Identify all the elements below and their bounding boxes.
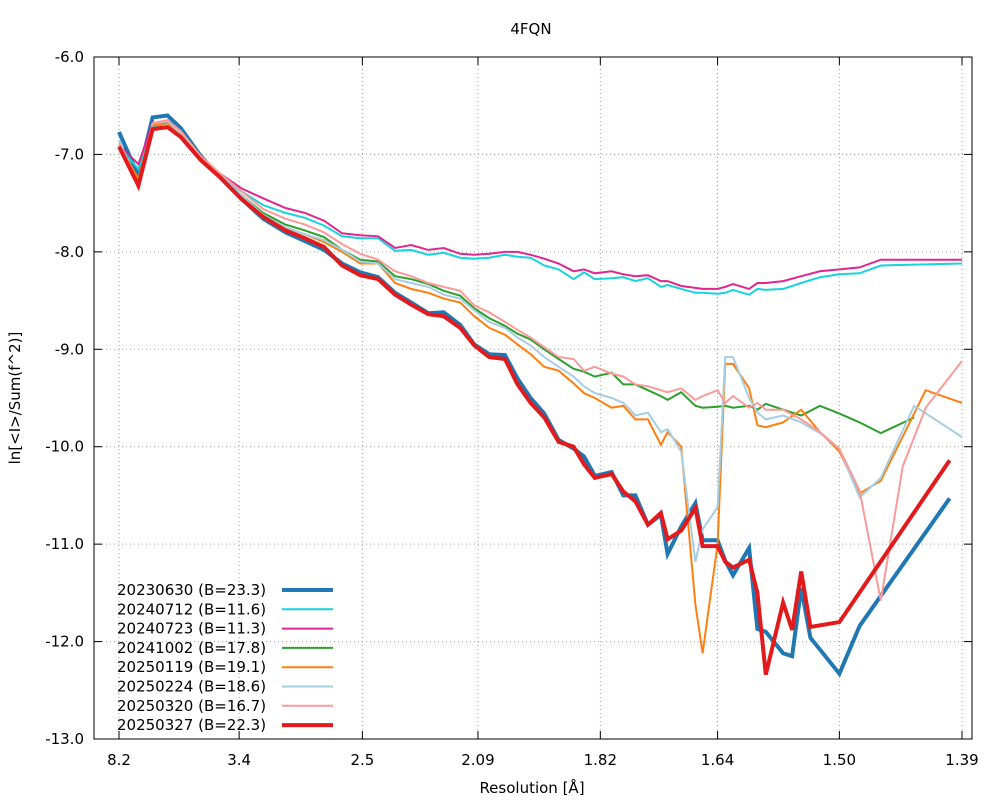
x-axis-label: Resolution [Å] bbox=[479, 778, 584, 797]
x-tick-label: 1.82 bbox=[584, 751, 617, 769]
y-tick-label: -9.0 bbox=[55, 340, 84, 358]
x-tick-label: 1.50 bbox=[823, 751, 856, 769]
legend-entry-label: 20250320 (B=16.7) bbox=[117, 697, 266, 715]
y-tick-label: -10.0 bbox=[45, 438, 84, 456]
y-tick-label: -8.0 bbox=[55, 243, 84, 261]
legend: 20230630 (B=23.3)20240712 (B=11.6) 202407… bbox=[117, 581, 333, 734]
series-line-20240712 bbox=[118, 122, 963, 296]
legend-entry-label: 20250224 (B=18.6) bbox=[117, 678, 266, 696]
x-tick-label: 2.09 bbox=[461, 751, 494, 769]
chart-title: 4FQN bbox=[510, 20, 551, 38]
x-tick-label: 1.39 bbox=[945, 751, 978, 769]
legend-entry-label: 20241002 (B=17.8) bbox=[117, 639, 266, 657]
series-line-20250320 bbox=[118, 119, 963, 601]
legend-entry-label: 20240712 (B=11.6) bbox=[117, 600, 266, 618]
legend-entry-label: 20240723 (B=11.3) bbox=[117, 620, 266, 638]
legend-entry-label: 20250327 (B=22.3) bbox=[117, 716, 266, 734]
series-layer bbox=[117, 113, 963, 678]
x-tick-label: 2.5 bbox=[350, 751, 374, 769]
y-tick-label: -11.0 bbox=[45, 535, 84, 553]
y-tick-label: -13.0 bbox=[45, 730, 84, 748]
series-line-20240723 bbox=[118, 119, 962, 290]
plot-frame bbox=[93, 56, 973, 740]
y-tick-label: -7.0 bbox=[55, 145, 84, 163]
x-tick-label: 3.4 bbox=[227, 751, 251, 769]
y-tick-label: -12.0 bbox=[45, 633, 84, 651]
legend-entry-label: 20250119 (B=19.1) bbox=[117, 658, 266, 676]
tick-layer: -6.0 -7.0 -8.0 -9.0 -10.0 -11.0 -12.0 -13.0 8.2 3… bbox=[45, 48, 979, 769]
series-line-20250327 bbox=[117, 125, 952, 676]
series-line-20250224 bbox=[118, 120, 963, 562]
grid-layer bbox=[94, 57, 972, 739]
x-tick-label: 1.64 bbox=[701, 751, 734, 769]
legend-entry-label: 20230630 (B=23.3) bbox=[117, 581, 266, 599]
x-tick-label: 8.2 bbox=[107, 751, 131, 769]
y-axis-label: ln[<I>/Sum(f^2)] bbox=[6, 332, 24, 465]
y-tick-label: -6.0 bbox=[55, 48, 84, 66]
